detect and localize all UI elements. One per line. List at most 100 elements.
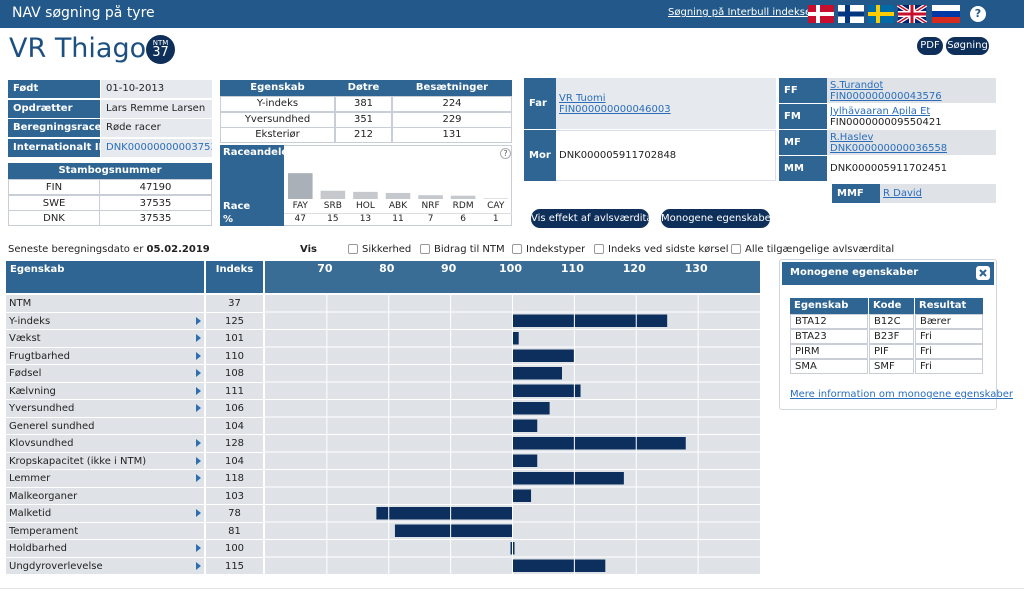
breed-bar [353,191,378,199]
option-label[interactable]: Indekstyper [526,244,586,255]
info-label: Beregningsrace [8,119,100,137]
index-row-value: 81 [206,522,263,539]
pedigree-label: MMF [832,184,880,203]
x-tick-label: 100 [499,262,522,275]
index-bar [512,419,538,432]
index-row-name: Temperament [6,522,204,539]
x-tick-label: 80 [379,262,395,275]
index-bar [512,472,624,485]
x-tick-label: 130 [685,262,708,275]
flag-uk[interactable] [896,5,928,23]
pedigree-id[interactable]: DNK000000000036558 [830,142,948,154]
index-row-value: 106 [206,400,263,417]
checkbox[interactable] [594,244,604,254]
pedigree-bg [827,130,996,155]
breed-bar [385,192,411,199]
breed-race: NRF [421,201,440,211]
pedigree-id[interactable]: FIN000000000043576 [830,90,942,102]
option-label[interactable]: Alle tilgængelige avlsværdital [745,244,895,255]
breed-percent: 13 [349,213,382,225]
expand-arrow[interactable] [196,369,201,377]
language-flags[interactable] [808,5,963,23]
expand-arrow[interactable] [196,456,201,465]
pedigree-name[interactable]: VR Tuomi [559,92,606,104]
interbull-link[interactable]: Søgning på Interbull indekser [668,7,816,18]
index-row-name: Malketid [6,505,204,522]
breed-percent: 7 [414,213,447,225]
pedigree-id[interactable]: FIN000000009550421 [830,116,942,128]
effect-button[interactable]: Vis effekt af avlsværdital [531,209,649,228]
expand-arrow[interactable] [196,439,201,447]
options-label: Vis [300,244,317,255]
checkbox[interactable] [731,244,741,254]
checkbox[interactable] [420,244,430,254]
index-bar [512,454,538,467]
pedigree-name[interactable]: R.Haslev [830,131,874,143]
index-row-name: Vækst [6,330,204,347]
index-bar [376,507,513,520]
daughters-header: Døtre [335,80,392,96]
expand-arrow[interactable] [196,316,201,325]
mono-panel [779,259,997,410]
calc-date-value: 05.02.2019 [146,244,210,255]
pedigree-id: DNK000005911702451 [830,162,948,174]
expand-arrow[interactable] [196,474,201,482]
help-button[interactable]: ? [970,6,986,22]
checkbox[interactable] [512,244,522,254]
pedigree-name[interactable]: Jylhävaaran Apila Et [830,105,931,117]
expand-arrow[interactable] [196,386,201,395]
index-bar [512,349,575,362]
pedigree-bg [827,156,996,181]
index-row-value: 100 [206,540,263,557]
expand-arrow[interactable] [196,351,201,360]
footer-line [0,588,1024,589]
option-label[interactable]: Bidrag til NTM [434,244,505,255]
index-bar [512,367,562,380]
mono-header: Kode [869,298,914,314]
index-row-value: 103 [206,487,263,504]
expand-arrow[interactable] [196,404,201,412]
pedigree-id: DNK000005911702848 [559,149,677,161]
info-label: Født [8,80,100,98]
option-label[interactable]: Indeks ved sidste kørsel [608,244,729,255]
flag-dk[interactable] [808,5,834,23]
index-bar [394,524,513,537]
pedigree-bg [880,184,996,203]
index-row-name: NTM [6,295,204,312]
expand-arrow[interactable] [196,509,201,517]
ntm-badge: NTM 37 [146,35,175,64]
index-row-name: Malkeorganer [6,487,204,504]
expand-arrow[interactable] [196,334,201,342]
index-row-value: 115 [206,557,263,574]
badge-label: NTM [152,39,169,47]
option-label[interactable]: Sikkerhed [362,244,412,255]
checkbox[interactable] [348,244,358,254]
pedigree-name[interactable]: R David [883,187,922,199]
index-row-value: 125 [206,312,263,329]
pedigree-bg [827,78,996,103]
mono-cell: PIRM [790,344,868,359]
expand-arrow[interactable] [196,561,201,570]
flag-fi[interactable] [838,5,864,23]
breed-bar [483,198,508,199]
info-label: Internationalt ID [8,138,100,157]
breed-percent: 6 [446,213,480,225]
index-row-value: 78 [206,505,263,522]
index-row-name: Fødsel [6,365,204,382]
mono-title-bar: Monogene egenskaber [782,262,994,285]
flag-se[interactable] [868,5,894,23]
mono-link[interactable]: Mere information om monogene egenskaber [790,389,1013,400]
pdf-button[interactable]: PDF [917,37,943,55]
expand-arrow[interactable] [196,544,201,552]
flag-ru[interactable] [932,5,960,23]
pedigree-name[interactable]: S.Turandot [830,79,884,91]
search-button[interactable]: Søgning [946,37,989,55]
breed-help[interactable]: ? [500,148,511,159]
index-row-value: 108 [206,365,263,382]
pedigree-id[interactable]: FIN000000000046003 [559,103,671,115]
index-bar [512,402,550,415]
index-row-name: Y-indeks [6,312,204,329]
breed-bar [450,195,476,199]
monogenic-button[interactable]: Monogene egenskaber [661,209,770,228]
breed-race: CAY [487,201,505,211]
